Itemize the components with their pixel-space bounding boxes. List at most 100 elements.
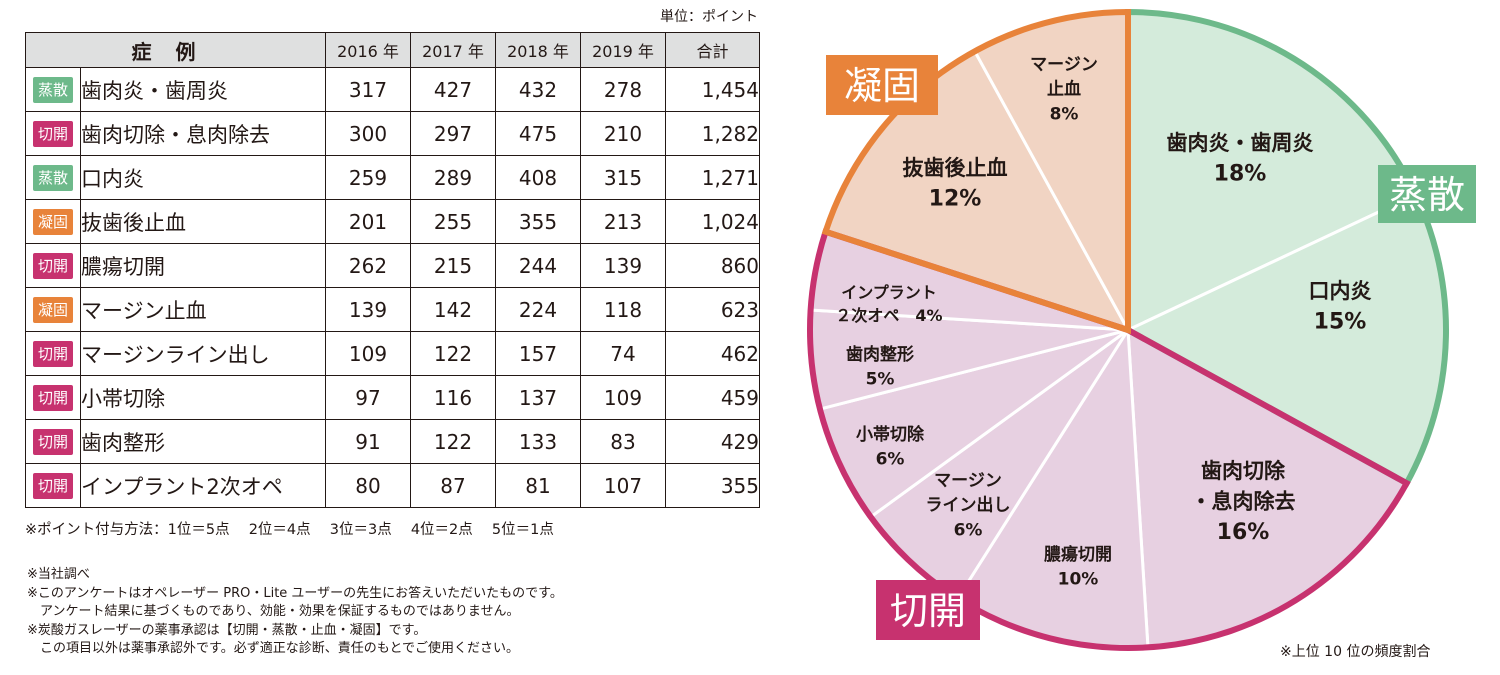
table-header-row: 症例 2016 年 2017 年 2018 年 2019 年 合計 [25,32,760,68]
category-tag: 切開 [33,340,73,367]
year-value: 244 [495,243,581,288]
category-callout-label: 切開 [890,589,966,633]
total-value: 1,271 [665,155,760,200]
slice-label: 膿瘍切開 10% [1044,544,1112,590]
category-tag: 切開 [33,428,73,455]
header-2018: 2018 年 [495,32,581,68]
category-tag: 蒸散 [33,76,73,103]
category-callout [826,55,938,115]
case-name: マージンライン出し [80,331,326,376]
year-value: 259 [325,155,411,200]
table-row: 切開 歯肉整形 91 122 133 83 429 [25,419,760,464]
header-case: 症例 [25,32,326,68]
year-value: 142 [410,287,496,332]
year-value: 133 [495,419,581,464]
year-value: 262 [325,243,411,288]
category-tag: 凝固 [33,296,73,323]
slice-label: 小帯切除 6% [856,424,925,470]
category-callout-label: 蒸散 [1389,173,1465,217]
total-value: 429 [665,419,760,464]
slice-label: 口内炎 15% [1309,279,1372,334]
year-value: 475 [495,111,581,156]
category-callout [1378,165,1476,223]
pie-footnote: ※上位 10 位の頻度割合 [1280,644,1431,660]
year-value: 87 [410,463,496,508]
category-tag: 切開 [33,252,73,279]
category-tag: 凝固 [33,208,73,235]
slice-label: マージンライン出し 6% [926,471,1011,540]
year-value: 122 [410,331,496,376]
case-name: 膿瘍切開 [80,243,326,288]
table-row: 切開 歯肉切除・息肉除去 300 297 475 210 1,282 [25,111,760,156]
case-name: インプラント2次オペ [80,463,326,508]
year-value: 224 [495,287,581,332]
category-callout-label: 凝固 [844,64,920,108]
year-value: 427 [410,67,496,112]
unit-label: 単位：ポイント [660,9,758,25]
category-callout [876,580,980,640]
total-value: 1,454 [665,67,760,112]
header-2019: 2019 年 [580,32,666,68]
year-value: 201 [325,199,411,244]
slice-label: 歯肉切除・息肉除去 16% [1191,459,1296,545]
header-2016: 2016 年 [325,32,411,68]
tag-cell: 蒸散 [25,67,81,112]
total-value: 1,024 [665,199,760,244]
total-value: 860 [665,243,760,288]
note-line: この項目以外は薬事承認外です。必ず適正な診断、責任のもとでご使用ください。 [27,641,520,657]
year-value: 139 [580,243,666,288]
case-name: 歯肉整形 [80,419,326,464]
year-value: 80 [325,463,411,508]
year-value: 107 [580,463,666,508]
total-value: 459 [665,375,760,420]
year-value: 315 [580,155,666,200]
tag-cell: 蒸散 [25,155,81,200]
table-row: 切開 インプラント2次オペ 80 87 81 107 355 [25,463,760,508]
slice-label: 抜歯後止血 12% [903,156,1008,211]
tag-cell: 切開 [25,375,81,420]
table-row: 蒸散 歯肉炎・歯周炎 317 427 432 278 1,454 [25,67,760,112]
slice-label: 歯肉整形 5% [846,344,914,390]
note-line: ※このアンケートはオペレーザー PRO・Lite ユーザーの先生にお答えいただい… [27,585,563,601]
points-note: ※ポイント付与方法：1位＝5点 2位＝4点 3位＝3点 4位＝2点 5位＝1点 [25,522,554,538]
year-value: 139 [325,287,411,332]
year-value: 255 [410,199,496,244]
category-tag: 切開 [33,472,73,499]
year-value: 109 [580,375,666,420]
year-value: 297 [410,111,496,156]
table-row: 切開 マージンライン出し 109 122 157 74 462 [25,331,760,376]
note-line: ※炭酸ガスレーザーの薬事承認は【切開・蒸散・止血・凝固】です。 [27,622,427,638]
note-line: アンケート結果に基づくものであり、効能・効果を保証するものではありません。 [27,604,520,620]
tag-cell: 切開 [25,331,81,376]
total-value: 355 [665,463,760,508]
year-value: 91 [325,419,411,464]
slice-label: マージン止血 8% [1030,55,1098,124]
tag-cell: 切開 [25,111,81,156]
slice-label: インプラント２次オペ 4% [835,283,942,325]
tag-cell: 切開 [25,463,81,508]
year-value: 317 [325,67,411,112]
category-tag: 切開 [33,384,73,411]
case-name: 歯肉炎・歯周炎 [80,67,326,112]
ranking-table: 症例 2016 年 2017 年 2018 年 2019 年 合計 蒸散 歯肉炎・… [25,32,760,508]
table-row: 蒸散 口内炎 259 289 408 315 1,271 [25,155,760,200]
case-name: 口内炎 [80,155,326,200]
table-row: 切開 小帯切除 97 116 137 109 459 [25,375,760,420]
group-outline [821,8,1131,335]
total-value: 1,282 [665,111,760,156]
year-value: 215 [410,243,496,288]
year-value: 210 [580,111,666,156]
note-line: ※当社調べ [27,567,90,582]
total-value: 462 [665,331,760,376]
year-value: 408 [495,155,581,200]
tag-cell: 切開 [25,419,81,464]
group-outline [807,227,1411,652]
year-value: 213 [580,199,666,244]
table-row: 凝固 マージン止血 139 142 224 118 623 [25,287,760,332]
header-total: 合計 [665,32,760,68]
slice-label: 歯肉炎・歯周炎 18% [1167,131,1314,186]
category-tag: 切開 [33,120,73,147]
year-value: 157 [495,331,581,376]
case-name: 小帯切除 [80,375,326,420]
